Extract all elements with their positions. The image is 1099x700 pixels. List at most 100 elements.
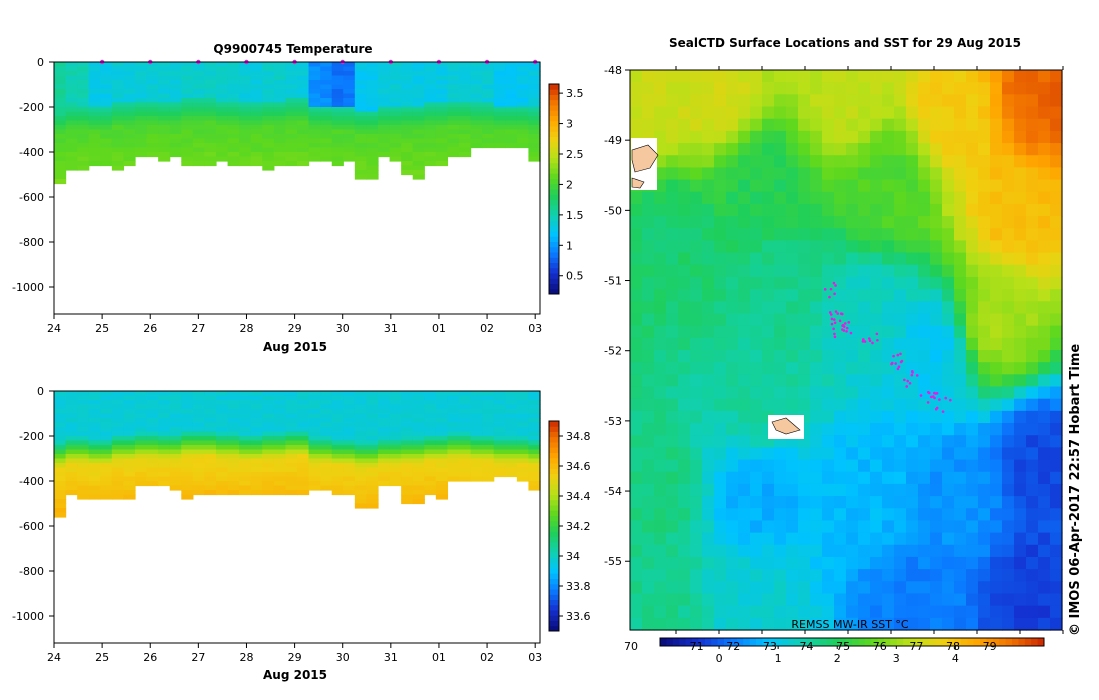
sst-cell bbox=[1026, 301, 1039, 315]
salinity-cell bbox=[389, 463, 402, 469]
salinity-cell bbox=[308, 463, 321, 469]
salinity-cell bbox=[169, 418, 182, 424]
temperature-cell bbox=[111, 120, 125, 126]
sst-cell bbox=[966, 276, 979, 290]
sst-cell bbox=[702, 483, 715, 497]
colorbar-c-label: 3 bbox=[893, 652, 900, 665]
salinity-cell bbox=[297, 427, 310, 433]
salinity-cell bbox=[77, 391, 90, 397]
salinity-cell bbox=[192, 485, 206, 491]
salinity-cell bbox=[435, 485, 449, 491]
temperature-cell bbox=[401, 152, 414, 158]
temperature-cell bbox=[88, 98, 101, 104]
sst-cell bbox=[786, 447, 799, 461]
sst-cell bbox=[738, 544, 751, 558]
sst-cell bbox=[1014, 106, 1027, 120]
sst-cell bbox=[918, 398, 931, 412]
sst-cell bbox=[1050, 94, 1063, 108]
salinity-cell bbox=[366, 418, 379, 424]
salinity-cell bbox=[493, 463, 506, 469]
temperature-cell bbox=[297, 71, 310, 77]
temperature-cell bbox=[285, 129, 298, 135]
sst-cell bbox=[678, 289, 691, 302]
temperature-cell bbox=[447, 62, 460, 68]
sst-cell bbox=[690, 496, 703, 509]
salinity-cell bbox=[100, 467, 113, 473]
sst-cell bbox=[690, 143, 703, 156]
salinity-cell bbox=[135, 418, 148, 424]
temperature-cell bbox=[528, 138, 541, 144]
salinity-cell bbox=[343, 463, 356, 469]
colorbar-swatch bbox=[549, 283, 559, 290]
salinity-cell bbox=[366, 391, 379, 397]
sst-cell bbox=[990, 569, 1003, 582]
sst-cell bbox=[630, 447, 643, 461]
temperature-cell bbox=[528, 147, 541, 153]
temperature-cell bbox=[192, 143, 206, 149]
sst-cell bbox=[762, 508, 775, 522]
sst-cell bbox=[786, 216, 799, 229]
temperature-cell bbox=[54, 93, 67, 99]
colorbar-swatch bbox=[549, 515, 559, 522]
salinity-cell bbox=[424, 449, 437, 455]
temperature-cell bbox=[158, 147, 171, 153]
salinity-cell bbox=[331, 472, 344, 478]
temperature-cell bbox=[285, 138, 298, 144]
sst-cell bbox=[678, 386, 691, 400]
salinity-cell bbox=[77, 449, 90, 455]
sst-cell bbox=[726, 617, 739, 631]
sst-cell bbox=[630, 252, 643, 266]
salinity-cell bbox=[65, 400, 78, 406]
sst-cell bbox=[714, 337, 727, 351]
sst-cell bbox=[882, 410, 895, 424]
temperature-cell bbox=[111, 147, 125, 153]
sst-cell bbox=[798, 191, 811, 205]
sst-cell bbox=[762, 94, 775, 108]
sst-cell bbox=[846, 82, 859, 95]
salinity-cell bbox=[65, 490, 78, 496]
salinity-cell bbox=[459, 458, 472, 464]
temperature-cell bbox=[204, 161, 217, 167]
salinity-cell bbox=[354, 472, 368, 478]
sst-cell bbox=[966, 617, 979, 631]
temperature-cell bbox=[146, 129, 159, 135]
salinity-cell bbox=[320, 422, 333, 428]
colorbar-swatch bbox=[549, 431, 559, 438]
salinity-cell bbox=[158, 440, 171, 446]
temperature-cell bbox=[262, 143, 275, 149]
sst-cell bbox=[990, 447, 1003, 461]
salinity-cell bbox=[354, 467, 368, 473]
sst-cell bbox=[738, 386, 751, 400]
salinity-cell bbox=[192, 418, 206, 424]
salinity-cell bbox=[459, 418, 472, 424]
temperature-x-axis: 24 25 26 27 28 29 30 31 01 02 03 bbox=[47, 314, 542, 335]
sst-cell bbox=[822, 520, 835, 534]
salinity-cell bbox=[308, 404, 321, 410]
salinity-cell bbox=[297, 400, 310, 406]
temperature-cell bbox=[88, 116, 101, 122]
temperature-cell bbox=[181, 120, 194, 126]
temperature-cell bbox=[516, 134, 530, 140]
temperature-cell bbox=[146, 93, 159, 99]
salinity-cell bbox=[505, 427, 518, 433]
sst-cell bbox=[846, 508, 859, 522]
temperature-cell bbox=[77, 89, 90, 95]
x-tick-label: 24 bbox=[47, 651, 61, 664]
colorbar-f-label: 75 bbox=[836, 640, 850, 653]
salinity-cell bbox=[88, 458, 101, 464]
salinity-cell bbox=[250, 467, 263, 473]
sst-cell bbox=[966, 325, 979, 339]
colorbar-swatch bbox=[549, 115, 559, 122]
salinity-cell bbox=[262, 422, 275, 428]
sst-cell bbox=[918, 508, 931, 522]
salinity-cell bbox=[135, 467, 148, 473]
sst-cell bbox=[990, 435, 1003, 448]
sst-cell bbox=[978, 264, 991, 278]
sst-cell bbox=[906, 581, 919, 595]
sst-cell bbox=[678, 569, 691, 582]
temperature-cell bbox=[146, 102, 159, 108]
salinity-cell bbox=[54, 445, 67, 451]
sst-cell bbox=[762, 143, 775, 156]
sst-cell bbox=[906, 398, 919, 412]
colorbar-tick-label: 34.4 bbox=[566, 490, 591, 503]
